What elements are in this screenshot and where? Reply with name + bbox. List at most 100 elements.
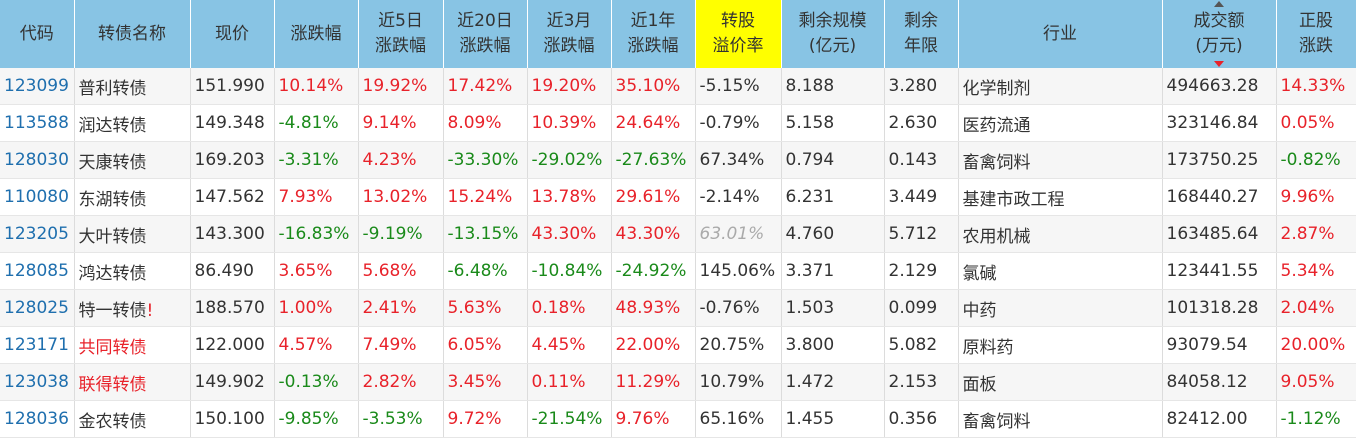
chg3m-text: -21.54% [531, 409, 603, 429]
years-text: 0.356 [888, 409, 938, 429]
stock_chg-text: -1.12% [1280, 409, 1341, 429]
column-header-change[interactable]: 涨跌幅 [274, 0, 359, 68]
header-line: 转债名称 [98, 23, 166, 44]
table-row[interactable]: 128030 天康转债 169.203 -3.31% 4.23% -33.30% -29.0… [0, 141, 1356, 179]
chg-text: 4.57% [278, 335, 333, 355]
column-header-remaining-size[interactable]: 剩余规模 (亿元) [781, 0, 885, 68]
premium-text: -2.14% [699, 187, 760, 207]
size-text: 6.231 [785, 187, 835, 207]
cell-code[interactable]: 128036 [0, 400, 75, 438]
cell-size: 6.231 [781, 178, 885, 216]
cell-name[interactable]: 大叶转债 [74, 215, 191, 253]
header-line: 涨跌幅 [375, 36, 426, 56]
cell-code[interactable]: 128030 [0, 141, 75, 179]
cell-stock_chg: 0.05% [1276, 104, 1356, 142]
table-row[interactable]: 123171 共同转债 122.000 4.57% 7.49% 6.05% 4.45% 22.… [0, 326, 1356, 364]
cell-name[interactable]: 联得转债 [74, 363, 191, 401]
sort-asc-icon[interactable] [1214, 1, 1224, 7]
chg-text: 1.00% [278, 298, 333, 318]
cell-code[interactable]: 128085 [0, 252, 75, 290]
name-text: 金农转债 [78, 411, 147, 432]
column-header-change-1y[interactable]: 近1年 涨跌幅 [611, 0, 696, 68]
cell-chg3m: 0.18% [527, 289, 612, 327]
name-text: 联得转债 [78, 374, 147, 395]
cell-premium: 63.01% [695, 215, 782, 253]
cell-code[interactable]: 123038 [0, 363, 75, 401]
cell-code[interactable]: 123099 [0, 68, 75, 105]
header-line: 成交额 [1193, 11, 1245, 31]
column-header-premium[interactable]: 转股 溢价率 [695, 0, 782, 68]
chg5d-text: 4.23% [362, 150, 417, 170]
size-text: 1.503 [785, 298, 835, 318]
cell-name[interactable]: 鸿达转债 [74, 252, 191, 290]
column-header-industry[interactable]: 行业 [958, 0, 1163, 68]
cell-stock_chg: 5.34% [1276, 252, 1356, 290]
table-row[interactable]: 128085 鸿达转债 86.490 3.65% 5.68% -6.48% -10.84% -… [0, 252, 1356, 290]
stock_chg-text: 9.96% [1280, 187, 1335, 207]
column-header-name[interactable]: 转债名称 [74, 0, 191, 68]
header-line: 剩余规模 [798, 11, 867, 31]
size-text: 5.158 [785, 113, 835, 133]
column-header-change-5d[interactable]: 近5日 涨跌幅 [358, 0, 444, 68]
chg-text: -3.31% [278, 150, 339, 170]
table-row[interactable]: 128025 特一转债! 188.570 1.00% 2.41% 5.63% 0.18% 48… [0, 289, 1356, 327]
column-header-change-3m[interactable]: 近3月 涨跌幅 [527, 0, 612, 68]
cell-premium: -0.79% [695, 104, 782, 142]
cell-stock_chg: 2.04% [1276, 289, 1356, 327]
column-header-stock-change[interactable]: 正股 涨跌 [1276, 0, 1356, 68]
cell-years: 2.153 [884, 363, 959, 401]
size-text: 3.371 [785, 261, 835, 281]
cell-name[interactable]: 金农转债 [74, 400, 191, 438]
chg20d-text: -33.30% [447, 150, 519, 170]
header-line: 涨跌 [1299, 36, 1333, 56]
cell-code[interactable]: 113588 [0, 104, 75, 142]
cell-name[interactable]: 特一转债! [74, 289, 191, 327]
volume-text: 84058.12 [1166, 372, 1248, 392]
column-header-change-20d[interactable]: 近20日 涨跌幅 [443, 0, 528, 68]
cell-years: 5.712 [884, 215, 959, 253]
cell-size: 5.158 [781, 104, 885, 142]
column-header-volume[interactable]: 成交额 (万元) [1162, 0, 1277, 68]
premium-text: 20.75% [699, 335, 765, 355]
column-header-code[interactable]: 代码 [0, 0, 75, 68]
chg1y-text: -24.92% [615, 261, 687, 281]
price-text: 86.490 [194, 261, 254, 281]
cell-industry: 面板 [958, 363, 1163, 401]
cell-volume: 101318.28 [1162, 289, 1277, 327]
table-row[interactable]: 123205 大叶转债 143.300 -16.83% -9.19% -13.15% 43.… [0, 215, 1356, 253]
industry-text: 畜禽饲料 [962, 411, 1031, 432]
cell-code[interactable]: 123205 [0, 215, 75, 253]
cell-name[interactable]: 润达转债 [74, 104, 191, 142]
cell-code[interactable]: 128025 [0, 289, 75, 327]
table-row[interactable]: 110080 东湖转债 147.562 7.93% 13.02% 15.24% 13.78%… [0, 178, 1356, 216]
table-row[interactable]: 113588 润达转债 149.348 -4.81% 9.14% 8.09% 10.39% 2… [0, 104, 1356, 142]
column-header-remaining-years[interactable]: 剩余 年限 [884, 0, 959, 68]
cell-premium: 20.75% [695, 326, 782, 364]
cell-name[interactable]: 天康转债 [74, 141, 191, 179]
cell-code[interactable]: 110080 [0, 178, 75, 216]
chg20d-text: 17.42% [447, 76, 513, 96]
column-header-price[interactable]: 现价 [190, 0, 275, 68]
premium-text: 10.79% [699, 372, 765, 392]
cell-chg1y: -24.92% [611, 252, 696, 290]
cell-price: 149.902 [190, 363, 275, 401]
name-text: 天康转债 [78, 152, 147, 173]
stock_chg-text: 20.00% [1280, 335, 1346, 355]
table-row[interactable]: 128036 金农转债 150.100 -9.85% -3.53% 9.72% -21.54… [0, 400, 1356, 438]
cell-chg20d: -6.48% [443, 252, 528, 290]
chg20d-text: 15.24% [447, 187, 513, 207]
chg1y-text: 48.93% [615, 298, 681, 318]
price-text: 147.562 [194, 187, 265, 207]
table-row[interactable]: 123038 联得转债 149.902 -0.13% 2.82% 3.45% 0.11% 11… [0, 363, 1356, 401]
chg3m-text: 10.39% [531, 113, 597, 133]
cell-name[interactable]: 普利转债 [74, 68, 191, 105]
cell-name[interactable]: 共同转债 [74, 326, 191, 364]
premium-text: 65.16% [699, 409, 765, 429]
cell-code[interactable]: 123171 [0, 326, 75, 364]
sort-desc-icon[interactable] [1214, 61, 1224, 67]
cell-chg1y: 35.10% [611, 68, 696, 105]
cell-chg5d: 2.41% [358, 289, 444, 327]
table-row[interactable]: 123099 普利转债 151.990 10.14% 19.92% 17.42% 19.20… [0, 68, 1356, 105]
cell-name[interactable]: 东湖转债 [74, 178, 191, 216]
size-text: 0.794 [785, 150, 835, 170]
